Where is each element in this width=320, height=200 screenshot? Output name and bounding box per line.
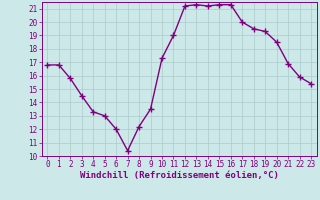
X-axis label: Windchill (Refroidissement éolien,°C): Windchill (Refroidissement éolien,°C) [80,171,279,180]
